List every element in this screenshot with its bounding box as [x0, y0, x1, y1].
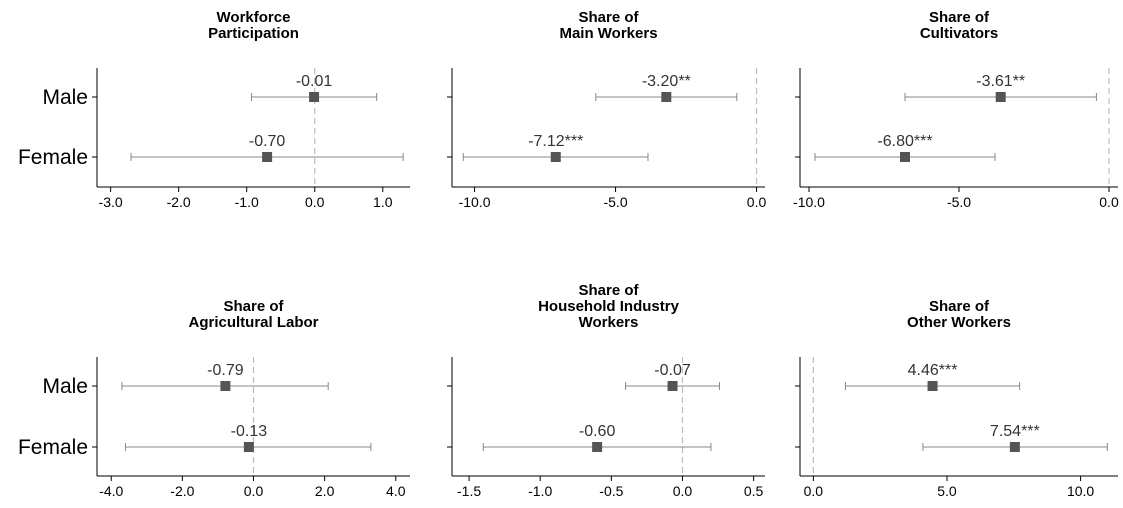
x-tick-label: -2.0: [167, 194, 191, 210]
estimate-label: -7.12***: [528, 133, 583, 150]
point-estimate-marker: [243, 442, 254, 452]
point-estimate-marker: [309, 92, 320, 102]
panel-title-line: Household Industry: [538, 298, 679, 315]
point-estimate-marker: [661, 92, 672, 102]
panel-title: Share of Household Industry Workers: [538, 282, 679, 331]
x-tick-label: 0.0: [747, 194, 767, 210]
estimate-label: -0.07: [654, 362, 691, 379]
x-tick-label: -1.5: [457, 483, 481, 499]
x-tick-label: 0.0: [305, 194, 325, 210]
panel-title-line: Workforce: [217, 9, 291, 26]
x-tick-label: -5.0: [603, 194, 627, 210]
panel-title-line: Agricultural Labor: [188, 314, 318, 331]
panel-4: Share of Agricultural Labor -4.0 -2.0 0.0 2.0…: [18, 298, 410, 499]
panel-title: Share of Agricultural Labor: [188, 298, 318, 331]
estimate-label: 7.54***: [990, 423, 1040, 440]
panel-2: Share of Main Workers -10.0 -5.0 0.0 -3.20** -…: [447, 9, 766, 210]
estimate-label: -3.20**: [642, 73, 691, 90]
x-tick-label: 5.0: [937, 483, 957, 499]
x-tick-label: 10.0: [1067, 483, 1094, 499]
estimate-label: -0.70: [249, 133, 286, 150]
panel-title-line: Share of: [929, 9, 990, 26]
x-tick-label: 0.0: [673, 483, 693, 499]
panel-3: Share of Cultivators -10.0 -5.0 0.0 -3.61** -6…: [793, 9, 1119, 210]
x-tick-label: 0.0: [244, 483, 264, 499]
point-estimate-marker: [220, 381, 231, 391]
x-tick-label: 4.0: [386, 483, 406, 499]
x-tick-label: 2.0: [315, 483, 335, 499]
x-tick-label: 0.0: [1099, 194, 1119, 210]
panel-title-line: Main Workers: [559, 25, 657, 42]
panel-5: Share of Household Industry Workers -1.5 -1.…: [447, 282, 765, 499]
estimate-label: 4.46***: [908, 362, 958, 379]
x-tick-label: -1.0: [235, 194, 259, 210]
panel-title-line: Cultivators: [920, 25, 998, 42]
panel-title-line: Share of: [578, 282, 639, 299]
panel-title: Share of Cultivators: [920, 9, 998, 42]
x-tick-label: -10.0: [459, 194, 491, 210]
y-category-label: Male: [42, 86, 88, 109]
y-category-label: Female: [18, 436, 88, 459]
point-estimate-marker: [262, 152, 273, 162]
panel-6: Share of Other Workers 0.0 5.0 10.0 4.46*** 7.…: [795, 298, 1118, 499]
point-estimate-marker: [667, 381, 678, 391]
estimate-label: -0.13: [231, 423, 268, 440]
point-estimate-marker: [592, 442, 603, 452]
x-tick-label: 1.0: [373, 194, 393, 210]
point-estimate-marker: [995, 92, 1006, 102]
x-tick-label: 0.5: [744, 483, 764, 499]
estimate-label: -3.61**: [976, 73, 1025, 90]
panel-title-line: Share of: [223, 298, 284, 315]
panel-title: Share of Other Workers: [907, 298, 1011, 331]
y-category-label: Female: [18, 146, 88, 169]
x-tick-label: -5.0: [947, 194, 971, 210]
panel-title-line: Share of: [578, 9, 639, 26]
point-estimate-marker: [900, 152, 910, 162]
estimate-label: -0.79: [207, 362, 244, 379]
panel-title-line: Share of: [929, 298, 990, 315]
panel-title-line: Other Workers: [907, 314, 1011, 331]
x-tick-label: -1.0: [528, 483, 552, 499]
panel-title-line: Workers: [579, 314, 639, 331]
x-tick-label: -0.5: [599, 483, 623, 499]
x-tick-label: -2.0: [170, 483, 194, 499]
point-estimate-marker: [927, 381, 938, 391]
y-category-label: Male: [42, 375, 88, 398]
point-estimate-marker: [1009, 442, 1020, 452]
x-tick-label: -3.0: [99, 194, 123, 210]
panel-title: Workforce Participation: [208, 9, 299, 42]
point-estimate-marker: [550, 152, 561, 162]
x-tick-label: -4.0: [99, 483, 123, 499]
estimate-label: -0.60: [579, 423, 616, 440]
panel-title-line: Participation: [208, 25, 299, 42]
x-tick-label: 0.0: [804, 483, 824, 499]
panel-title: Share of Main Workers: [559, 9, 657, 42]
estimate-label: -0.01: [296, 73, 333, 90]
x-tick-label: -10.0: [793, 194, 825, 210]
estimate-label: -6.80***: [877, 133, 932, 150]
panel-1: Workforce Participation -3.0 -2.0 -1.0 0.0 1.0…: [18, 9, 410, 210]
